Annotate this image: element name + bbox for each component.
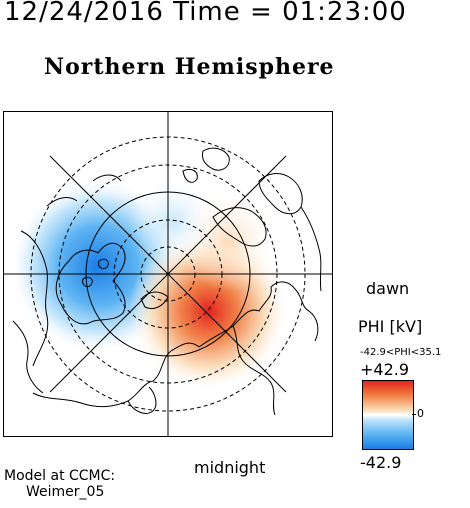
header-datetime: 12/24/2016 Time = 01:23:00 [4, 0, 407, 27]
hemisphere-title: Northern Hemisphere [44, 54, 335, 80]
midnight-label: midnight [194, 458, 266, 477]
model-credit-line1: Model at CCMC: [4, 468, 116, 484]
colorbar-min-label: -42.9 [360, 453, 402, 472]
colorbar-zero-label: 0 [417, 407, 424, 420]
longitude-lines [3, 111, 333, 437]
legend-range: -42.9<PHI<35.1 [360, 347, 442, 358]
polar-map-panel [3, 111, 333, 437]
colorbar-max-label: +42.9 [360, 360, 410, 379]
model-credit-line2: Weimer_05 [26, 484, 105, 500]
legend-title: PHI [kV] [358, 317, 423, 336]
coastlines [12, 147, 322, 416]
dawn-label: dawn [366, 279, 410, 298]
colorbar-zero-tick [412, 414, 416, 415]
colorbar [362, 380, 414, 450]
